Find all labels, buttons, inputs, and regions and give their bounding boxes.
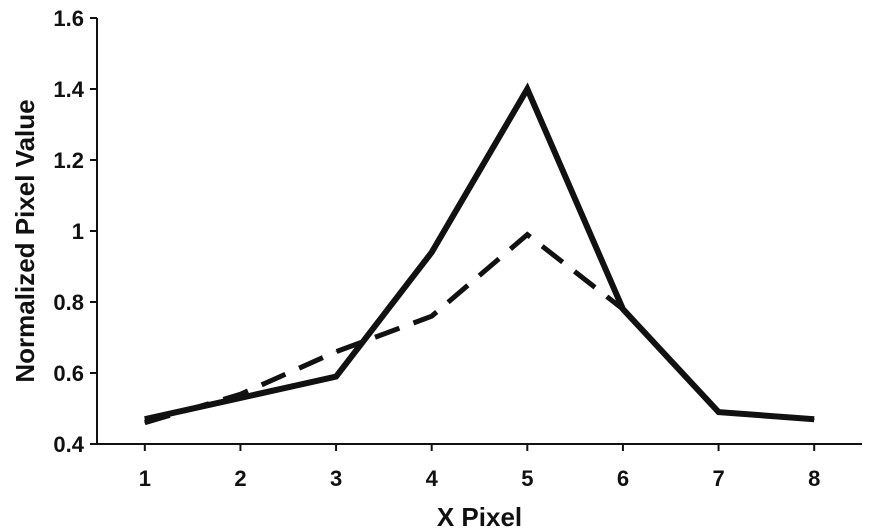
data-point	[431, 315, 433, 317]
y-tick-label: 1	[72, 219, 84, 244]
x-tick-label: 7	[712, 466, 724, 491]
series-layer	[144, 82, 815, 426]
data-point	[144, 418, 146, 420]
x-tick-label: 2	[234, 466, 246, 491]
x-tick-label: 1	[139, 466, 151, 491]
data-point	[239, 393, 241, 395]
y-axis-ticks: 0.4 0.6 0.8 1 1.2 1.4 1.6	[53, 6, 97, 457]
series-line-solid	[144, 82, 815, 423]
y-tick-label: 0.8	[53, 290, 84, 315]
y-tick-label: 1.2	[53, 148, 84, 173]
y-tick-label: 0.6	[53, 361, 84, 386]
data-point	[239, 397, 241, 399]
data-point	[526, 234, 528, 236]
y-tick-label: 0.4	[53, 432, 84, 457]
x-tick-label: 8	[808, 466, 820, 491]
x-tick-label: 3	[330, 466, 342, 491]
x-axis-title: X Pixel	[437, 502, 522, 531]
data-point	[335, 351, 337, 353]
y-axis-title: Normalized Pixel Value	[10, 99, 40, 382]
data-point	[526, 88, 528, 90]
data-point	[144, 422, 146, 424]
y-tick-label: 1.4	[53, 77, 84, 102]
x-tick-label: 6	[617, 466, 629, 491]
x-tick-label: 4	[426, 466, 439, 491]
data-point	[813, 418, 815, 420]
data-point	[431, 251, 433, 253]
y-tick-label: 1.6	[53, 6, 84, 31]
data-point	[335, 376, 337, 378]
x-axis-ticks: 1 2 3 4 5 6 7 8	[139, 444, 820, 491]
data-point	[718, 411, 720, 413]
x-tick-label: 5	[521, 466, 533, 491]
series-line-dashed	[144, 231, 625, 426]
data-point	[622, 308, 624, 310]
